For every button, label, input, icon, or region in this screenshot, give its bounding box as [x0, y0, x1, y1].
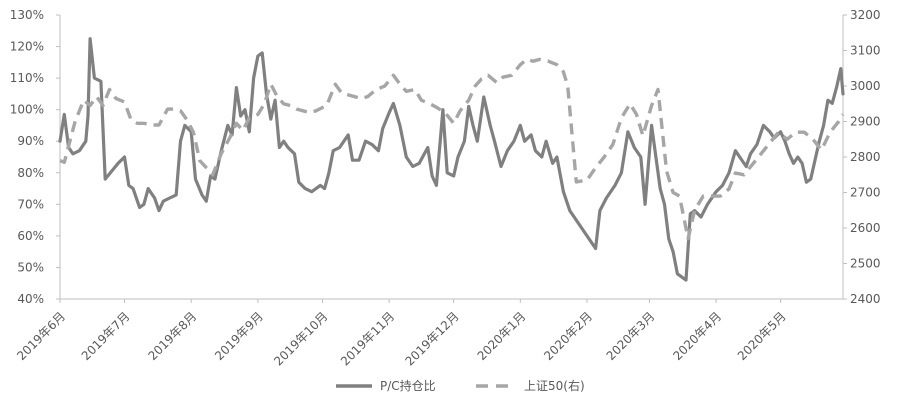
left-tick-label: 40%: [17, 292, 44, 306]
left-tick-label: 130%: [10, 8, 44, 22]
x-tick-label: 2019年7月: [79, 309, 133, 363]
x-tick-label: 2020年4月: [670, 309, 724, 363]
right-tick-label: 2600: [850, 221, 881, 235]
right-tick-label: 2900: [850, 115, 881, 129]
right-axis-tick-labels: 2400 2500 2600 2700 2800 2900 3000 3100 3200: [850, 8, 881, 306]
x-tick-label: 2019年12月: [403, 309, 462, 368]
x-tick-label: 2019年6月: [14, 309, 68, 363]
right-tick-label: 3100: [850, 44, 881, 58]
right-tick-label: 3000: [850, 79, 881, 93]
right-tick-label: 2800: [850, 150, 881, 164]
series-line-sz50: [59, 57, 845, 241]
left-tick-label: 90%: [17, 134, 44, 148]
x-tick-label: 2020年2月: [541, 309, 595, 363]
x-tick-label: 2020年3月: [604, 309, 658, 363]
left-tick-label: 60%: [17, 229, 44, 243]
legend-label: 上证50(右): [524, 378, 585, 393]
x-tick-label: 2019年9月: [212, 309, 266, 363]
axes: [56, 14, 847, 303]
left-tick-label: 80%: [17, 166, 44, 180]
x-tick-label: 2019年8月: [145, 309, 199, 363]
left-axis-tick-labels: 40% 50% 60% 70% 80% 90% 100% 110% 120% 130%: [10, 8, 44, 306]
right-tick-label: 2400: [850, 292, 881, 306]
x-tick-label: 2020年1月: [475, 309, 529, 363]
left-tick-label: 100%: [10, 103, 44, 117]
right-tick-label: 2500: [850, 257, 881, 271]
left-tick-label: 110%: [10, 71, 44, 85]
left-tick-label: 70%: [17, 197, 44, 211]
left-tick-label: 120%: [10, 40, 44, 54]
x-tick-label: 2019年10月: [271, 309, 330, 368]
left-tick-label: 50%: [17, 260, 44, 274]
x-tick-label: 2019年11月: [338, 309, 397, 368]
legend-label: P/C持仓比: [380, 378, 436, 393]
right-tick-label: 2700: [850, 186, 881, 200]
series-lines: [58, 37, 845, 282]
right-tick-label: 3200: [850, 8, 881, 22]
x-tick-label: 2020年5月: [735, 309, 789, 363]
series-line-pc-ratio: [58, 37, 845, 282]
x-axis-tick-labels: 2019年6月 2019年7月 2019年8月 2019年9月 2019年10月 2019…: [14, 309, 788, 368]
legend: P/C持仓比 上证50(右): [336, 378, 585, 393]
